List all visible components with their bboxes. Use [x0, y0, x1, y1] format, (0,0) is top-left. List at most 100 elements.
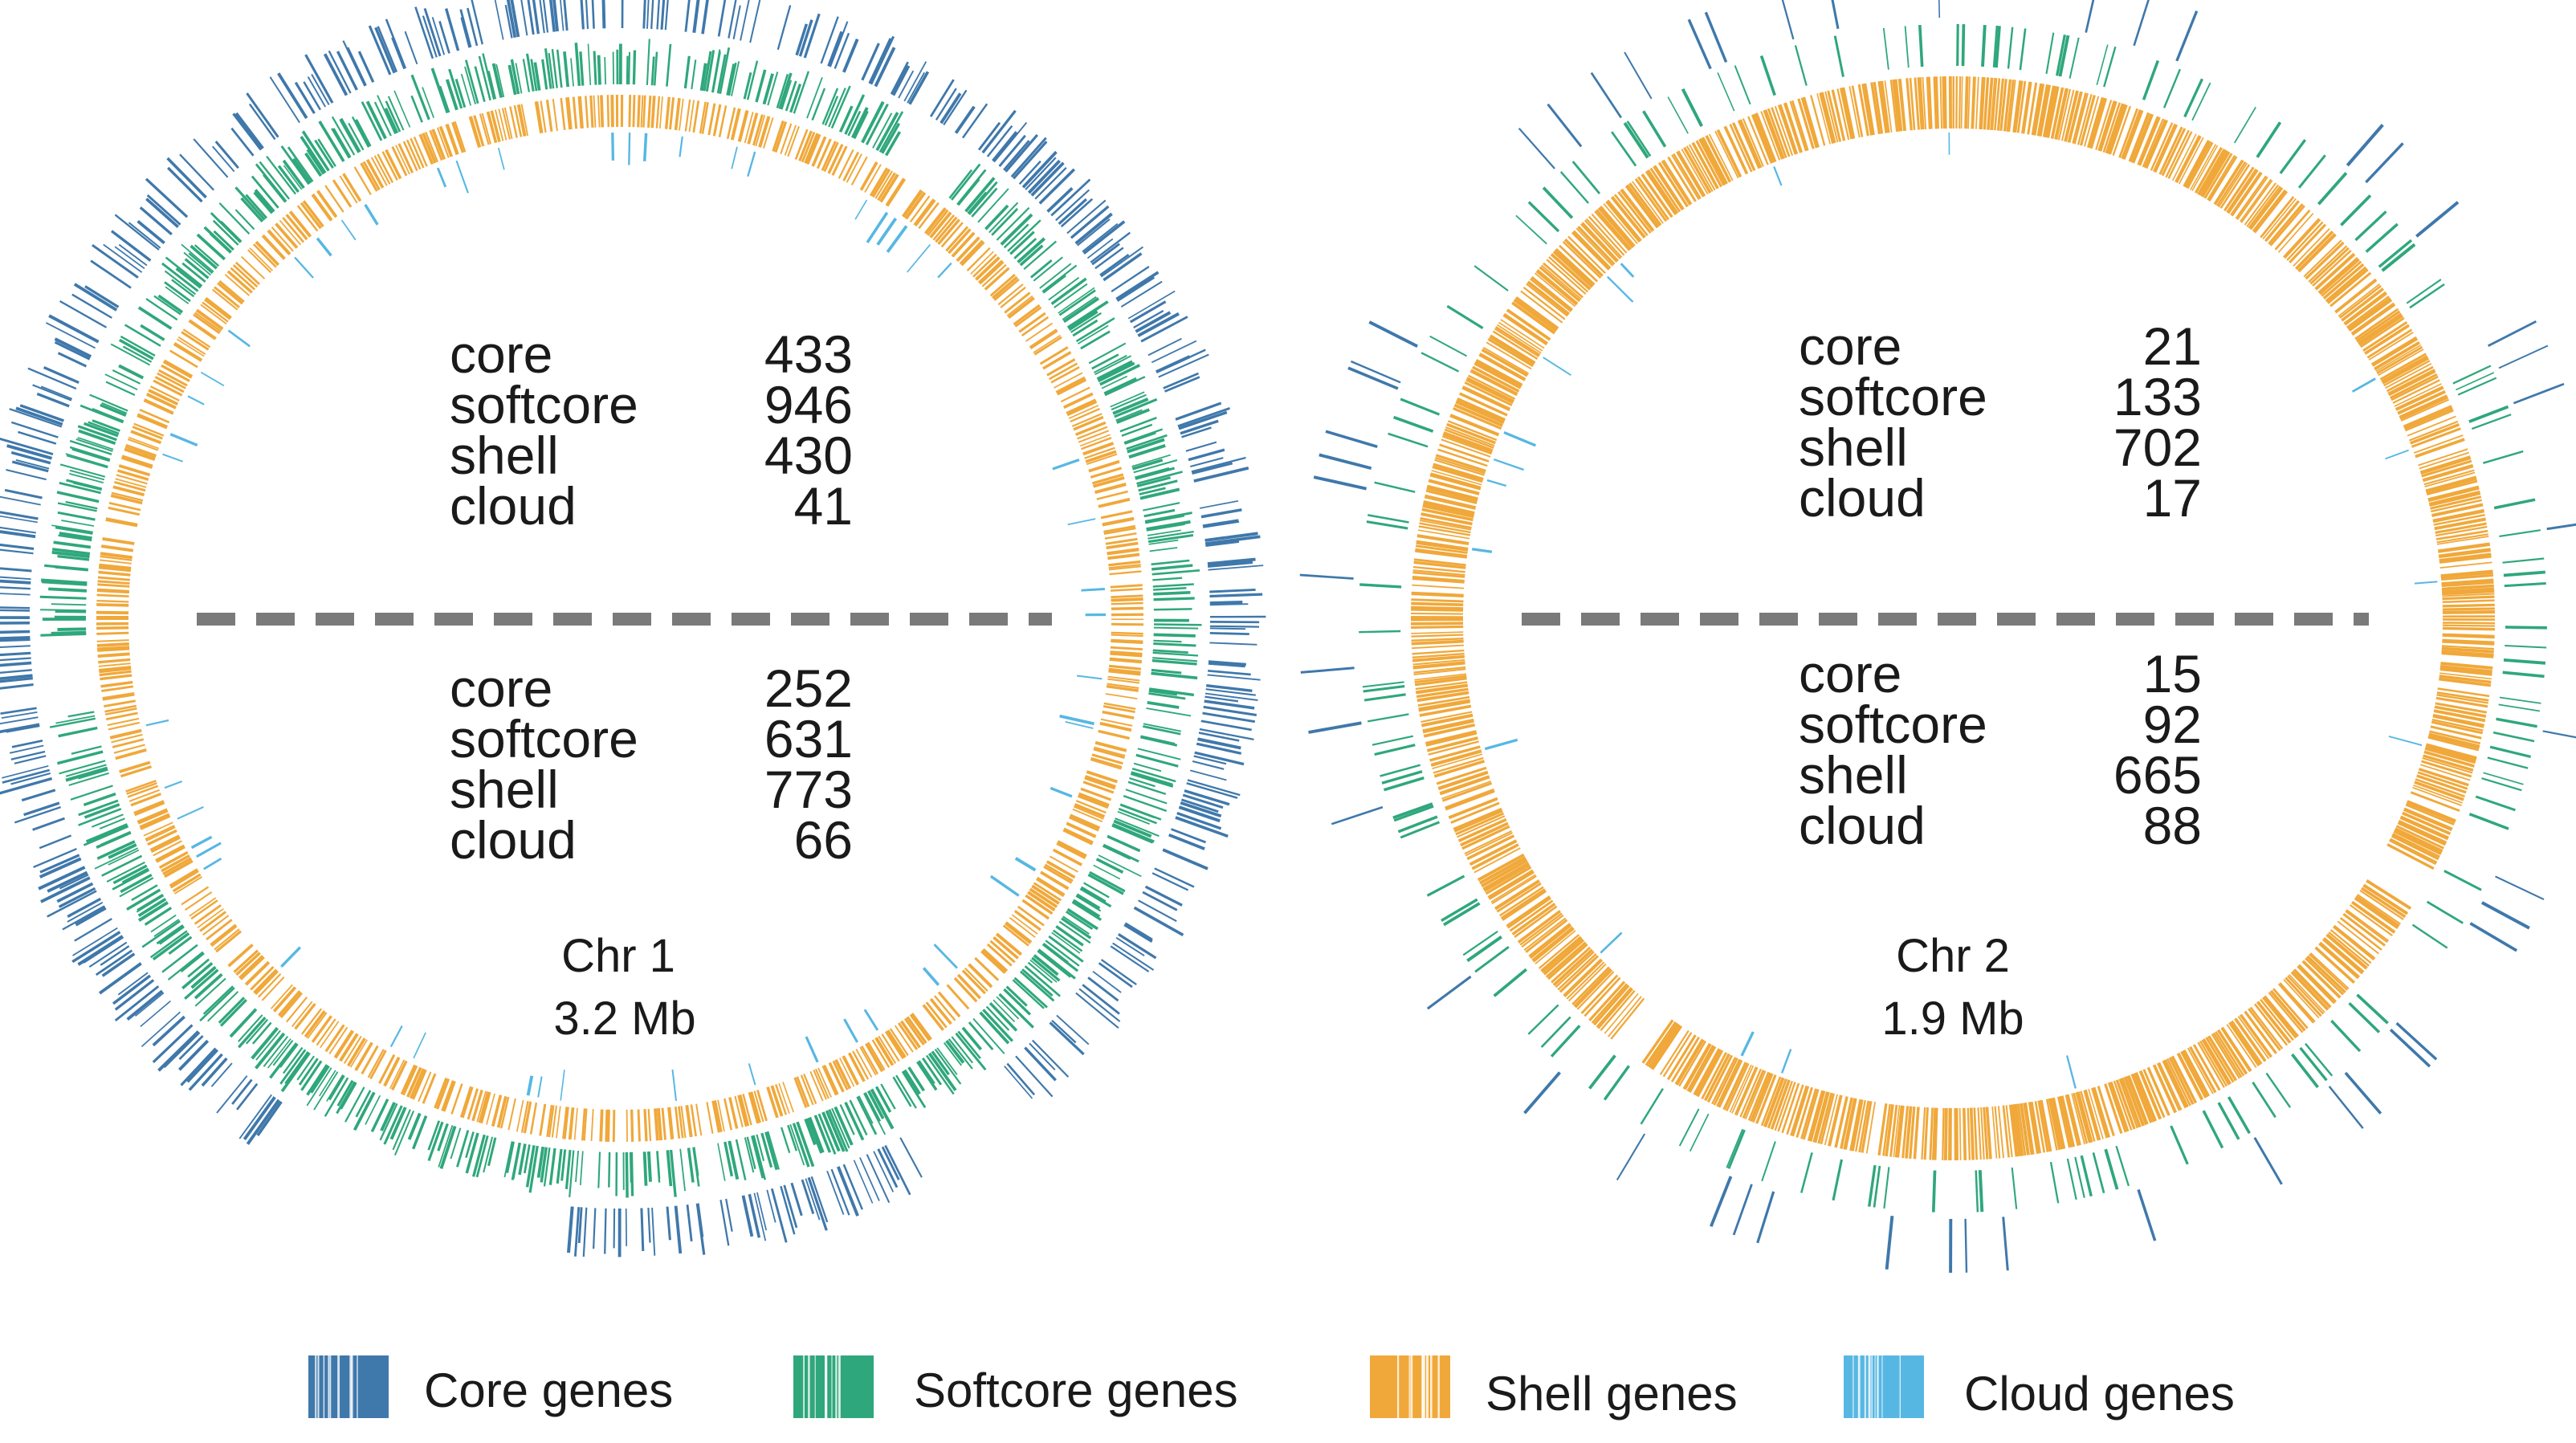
- chr2-shell-gene: [2203, 1038, 2232, 1085]
- chr2-shell-gene: [1410, 622, 1464, 626]
- chr2-shell-gene: [1413, 666, 1466, 674]
- chr2-shell-gene: [2442, 622, 2496, 625]
- chr1-shell-gene: [418, 133, 434, 165]
- chr2-shell-gene: [1983, 77, 1990, 130]
- chr2-cloud-gene: [2385, 449, 2409, 460]
- chr2-softcore-gene: [1931, 1170, 1937, 1213]
- chr2-shell-gene: [1422, 718, 1474, 732]
- chr1-shell-gene: [96, 626, 129, 630]
- chr1-core-gene: [1196, 742, 1242, 755]
- chr1-shell-gene: [99, 563, 132, 570]
- chr1-softcore-gene: [56, 750, 104, 765]
- chr1-shell-gene: [711, 1100, 721, 1133]
- chr1-shell-gene: [906, 1016, 927, 1044]
- chr2-lower-shell-label: shell: [1799, 745, 1908, 805]
- chr2-shell-gene: [1994, 1106, 2001, 1159]
- chr1-core-gene: [1163, 372, 1200, 389]
- chr1-shell-gene: [713, 1100, 723, 1133]
- chr1-softcore-gene: [1153, 591, 1191, 596]
- chr1-shell-gene: [96, 593, 129, 598]
- chr1-core-gene: [357, 51, 375, 83]
- chr1-shell-gene: [610, 95, 614, 128]
- chr1-shell-gene: [507, 1098, 516, 1131]
- chr1-shell-gene: [997, 283, 1024, 306]
- chr1-core-gene: [0, 548, 34, 555]
- chr2-shell-gene: [2190, 144, 2217, 190]
- chr1-softcore-gene: [925, 1054, 955, 1095]
- chr1-softcore-gene: [122, 345, 153, 363]
- chr2-shell-gene: [2226, 168, 2257, 213]
- chr1-shell-gene: [855, 1049, 873, 1078]
- chr2-shell-gene: [2221, 1026, 2252, 1072]
- chr1-core-gene: [269, 76, 300, 124]
- chr2-shell-gene: [1494, 879, 1540, 910]
- chr1-softcore-gene: [157, 294, 184, 314]
- chr1-softcore-gene: [948, 1038, 973, 1070]
- chr2-shell-gene: [1567, 235, 1606, 275]
- chr1-softcore-gene: [266, 156, 297, 195]
- chr1-core-gene: [1207, 560, 1253, 568]
- chr1-core-gene: [39, 834, 72, 850]
- chr2-shell-gene: [1843, 1098, 1856, 1150]
- chr1-softcore-gene: [439, 1125, 457, 1169]
- chr1-shell-gene: [500, 1096, 510, 1129]
- chr1-shell-gene: [911, 1013, 932, 1041]
- chr1-shell-gene: [975, 256, 1001, 281]
- chr1-shell-gene: [573, 1107, 578, 1140]
- chr1-core-gene: [1116, 275, 1156, 302]
- chr2-shell-gene: [2269, 989, 2306, 1032]
- chr2-shell-gene: [2355, 310, 2401, 343]
- chr1-softcore-gene: [263, 1035, 289, 1067]
- chr1-core-gene: [59, 300, 108, 328]
- chr2-shell-gene: [1858, 1100, 1870, 1153]
- chr2-softcore-gene: [1759, 55, 1776, 96]
- chr1-core-gene: [10, 772, 51, 785]
- chr1-softcore-gene: [384, 108, 399, 134]
- chr1-shell-gene: [796, 1076, 810, 1107]
- chr1-softcore-gene: [968, 1021, 994, 1051]
- chr2-shell-gene: [1650, 1025, 1683, 1070]
- chr1-shell-gene: [986, 943, 1013, 967]
- chr2-shell-gene: [1739, 1068, 1762, 1118]
- chr1-shell-gene: [545, 100, 553, 132]
- chr2-shell-gene: [1436, 766, 1487, 785]
- chr2-shell-gene: [2079, 95, 2096, 146]
- chr1-shell-gene: [402, 141, 418, 172]
- chr1-cloud-gene: [748, 1063, 756, 1086]
- chr1-shell-gene: [360, 162, 378, 192]
- chr1-softcore-gene: [901, 1070, 927, 1109]
- chr2-shell-gene: [2309, 247, 2350, 285]
- chr1-shell-gene: [96, 588, 129, 593]
- chr1-softcore-gene: [78, 808, 122, 826]
- chr1-core-gene: [100, 945, 130, 966]
- chr2-shell-gene: [1877, 1103, 1887, 1156]
- chr1-softcore-gene: [318, 120, 345, 162]
- chr1-shell-gene: [968, 964, 992, 988]
- chr1-softcore-gene: [69, 473, 104, 483]
- chr1-softcore-gene: [234, 186, 266, 221]
- chr2-shell-gene: [2312, 249, 2352, 287]
- chr2-shell-gene: [1555, 248, 1596, 287]
- chr1-softcore-gene: [41, 581, 88, 586]
- chr2-core-gene: [1300, 666, 1355, 674]
- chr1-cloud-gene: [413, 1032, 426, 1059]
- chr1-core-gene: [899, 1137, 923, 1178]
- chr1-softcore-gene: [1113, 819, 1152, 838]
- chr1-softcore-gene: [190, 244, 218, 270]
- chr1-softcore-gene: [789, 1123, 805, 1166]
- chr1-shell-gene: [498, 108, 507, 141]
- legend-shell-label: Shell genes: [1486, 1367, 1738, 1421]
- chr2-shell-gene: [2168, 1057, 2195, 1105]
- chr1-shell-gene: [970, 251, 994, 275]
- chr1-shell-gene: [688, 100, 695, 132]
- chr1-shell-gene: [232, 264, 259, 288]
- chr1-softcore-gene: [380, 1102, 397, 1131]
- chr1-core-gene: [152, 1015, 185, 1047]
- chr2-shell-gene: [1416, 691, 1469, 703]
- chr1-core-gene: [1004, 1066, 1033, 1099]
- chr1-softcore-gene: [1133, 459, 1178, 474]
- chr1-shell-gene: [748, 1091, 760, 1124]
- chr1-softcore-gene: [1131, 768, 1176, 783]
- chr1-softcore-gene: [760, 1132, 773, 1168]
- chr2-shell-gene: [1433, 463, 1484, 481]
